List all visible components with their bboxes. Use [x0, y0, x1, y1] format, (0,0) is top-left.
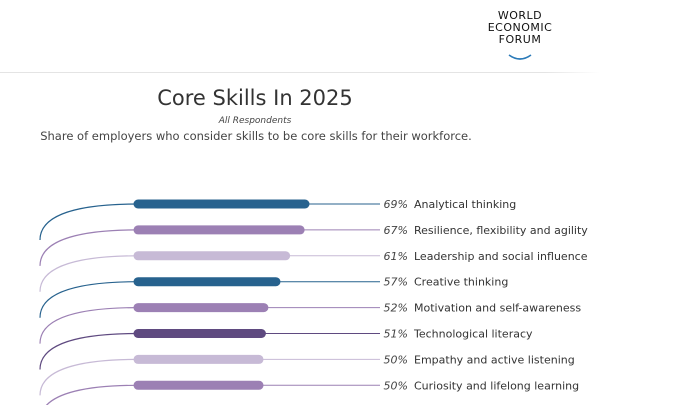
- connector-curve: [39, 307, 139, 344]
- data-label: 67%: [384, 224, 408, 237]
- category-label: Technological literacy: [413, 328, 533, 341]
- data-label: 50%: [384, 379, 408, 392]
- category-label: Leadership and social influence: [414, 250, 588, 263]
- category-label: Analytical thinking: [414, 198, 516, 211]
- header-bar: WORLD ECONOMIC FORUM: [0, 0, 681, 73]
- connector-curve: [46, 384, 139, 405]
- category-label: Curiosity and lifelong learning: [414, 379, 579, 392]
- connector-curve: [39, 332, 139, 370]
- category-label: Motivation and self-awareness: [414, 302, 581, 315]
- connector-curve: [39, 281, 139, 318]
- logo-line: WORLD: [497, 9, 543, 22]
- data-label: 50%: [384, 353, 408, 366]
- logo-line: ECONOMIC: [487, 21, 553, 34]
- background-fade: [545, 72, 681, 187]
- data-label: 51%: [384, 328, 408, 341]
- data-label: 69%: [384, 198, 408, 211]
- chart-respondents-note: All Respondents: [218, 116, 292, 126]
- connector-curve: [39, 203, 139, 241]
- logo-arc-icon: [508, 54, 532, 60]
- category-label: Creative thinking: [414, 276, 508, 289]
- wef-logo[interactable]: WORLD ECONOMIC FORUM: [480, 10, 560, 62]
- connector-curve: [39, 358, 139, 396]
- data-label: 52%: [384, 302, 408, 315]
- chart-subtitle: Share of employers who consider skills t…: [40, 129, 472, 143]
- logo-line: FORUM: [498, 33, 542, 46]
- connector-curve: [39, 229, 139, 266]
- data-label: 61%: [384, 250, 408, 263]
- category-label: Resilience, flexibility and agility: [414, 224, 588, 237]
- connector-curve: [39, 255, 139, 292]
- chart-title: Core Skills In 2025: [157, 86, 353, 110]
- data-label: 57%: [384, 276, 408, 289]
- category-label: Empathy and active listening: [414, 353, 575, 366]
